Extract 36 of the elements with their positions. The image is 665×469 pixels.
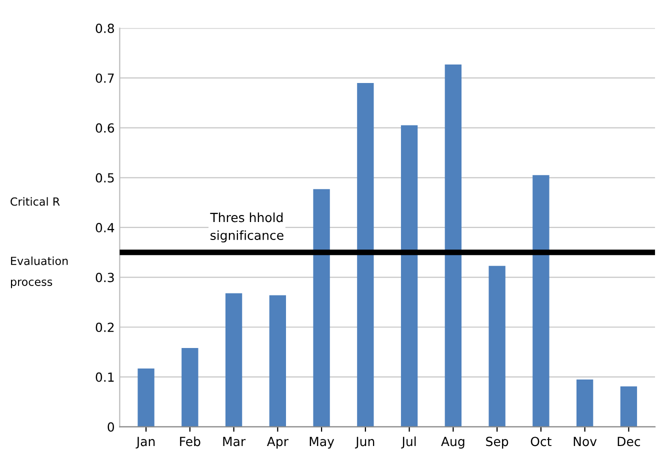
text: Critical R bbox=[10, 197, 60, 206]
x-tick-label: Jul bbox=[401, 436, 416, 449]
y-tick-label: 0.7 bbox=[96, 73, 114, 83]
y-tick-label: 0.1 bbox=[96, 372, 114, 382]
bar bbox=[225, 293, 242, 427]
x-tick-label: Jun bbox=[355, 436, 374, 449]
y-tick-label: 0.2 bbox=[96, 322, 114, 332]
bar bbox=[138, 368, 154, 427]
bar bbox=[444, 64, 462, 427]
y-tick-label: 0.6 bbox=[96, 123, 114, 133]
x-tick-label: Mar bbox=[223, 436, 246, 446]
y-tick-label: 0.4 bbox=[96, 222, 114, 232]
bar bbox=[313, 189, 330, 427]
bar bbox=[620, 386, 638, 427]
x-tick-label: Dec bbox=[618, 436, 640, 446]
x-tick-label: Feb bbox=[180, 436, 200, 446]
x-tick-label: Apr bbox=[266, 436, 288, 449]
x-tick-label: Oct bbox=[530, 436, 552, 446]
y-tick-label: 0.5 bbox=[96, 173, 114, 183]
bar bbox=[182, 348, 198, 427]
y-tick-label: 0.8 bbox=[96, 24, 114, 34]
x-tick-label: Jan bbox=[136, 436, 155, 449]
text: Evaluation process bbox=[10, 256, 68, 288]
x-tick-label: Sep bbox=[486, 436, 508, 449]
bar bbox=[269, 295, 286, 427]
x-tick-label: May bbox=[310, 436, 334, 449]
ref-line-label: Thres hhold significance bbox=[210, 212, 284, 242]
bar bbox=[532, 175, 550, 427]
bar bbox=[576, 379, 594, 427]
x-tick-label: Aug bbox=[441, 436, 464, 449]
bar bbox=[357, 82, 374, 427]
y-tick-label: 0.3 bbox=[96, 272, 114, 282]
bar bbox=[488, 266, 506, 427]
x-tick-label: Nov bbox=[574, 436, 597, 446]
y-tick-label: 0 bbox=[108, 422, 114, 432]
bar bbox=[400, 125, 418, 427]
